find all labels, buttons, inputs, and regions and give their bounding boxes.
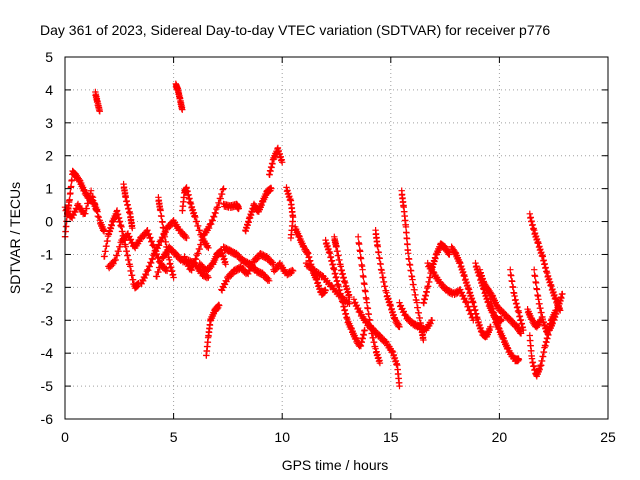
data-point-markers [524,306,544,331]
series-arc-41 [524,306,544,331]
data-marks [61,80,566,390]
data-point-markers [242,184,275,235]
data-point-markers [100,207,142,292]
data-point-markers [331,233,353,301]
series-arc-24 [322,236,368,350]
plot-frame [64,56,609,420]
series-arc-14 [196,246,229,275]
axis-ticks: 0 5 10 15 20 25 -6 -5 -4 -3 -2 -1 0 1 2 3 4 5 [41,49,616,445]
series-arc-15 [218,250,277,294]
data-point-markers [92,88,103,115]
y-tick-label: -6 [41,411,54,427]
series-arc-36 [487,296,523,365]
data-point-markers [424,259,477,324]
data-point-markers [372,227,403,331]
data-point-markers [203,301,223,359]
y-tick-label: -2 [41,279,54,295]
data-point-markers [266,144,286,178]
y-tick-label: -3 [41,312,54,328]
series-arc-4 [100,207,142,292]
series-arc-35 [476,266,525,337]
x-axis-label: GPS time / hours [282,457,389,473]
series-arc-9 [155,194,177,281]
y-axis-label: SDTVAR / TECUs [7,182,23,294]
data-point-markers [283,184,297,242]
series-arc-12 [181,185,227,274]
y-tick-label: 3 [45,115,53,131]
data-point-markers [355,233,384,367]
y-tick-label: 4 [45,82,53,98]
data-point-markers [526,210,564,314]
data-point-markers [476,266,525,337]
data-point-markers [172,80,186,113]
chart-title: Day 361 of 2023, Sidereal Day-to-day VTE… [40,22,550,38]
data-point-markers [270,259,297,279]
series-arc-3 [92,88,103,115]
x-tick-label: 20 [492,429,508,445]
data-point-markers [181,185,227,274]
y-tick-label: 1 [45,181,53,197]
data-point-markers [292,223,329,298]
data-point-markers [322,236,368,350]
series-arc-40 [531,266,560,337]
data-point-markers [526,290,566,380]
data-point-markers [531,266,560,337]
series-arc-37 [507,266,527,334]
data-point-markers [220,243,273,284]
series-arc-25 [331,233,353,301]
series-arc-21 [283,184,297,242]
series-arc-13 [203,301,223,359]
series-arc-31 [420,240,453,307]
series-arc-19 [266,144,286,178]
data-point-markers [120,180,136,232]
y-tick-label: 2 [45,148,53,164]
data-point-markers [155,194,177,281]
data-point-markers [196,246,229,275]
series-arc-11 [179,184,212,252]
series-arc-6 [120,180,136,232]
data-point-markers [420,240,453,307]
data-point-markers [220,200,242,213]
series-arc-18 [242,184,275,235]
series-arc-22 [292,223,329,298]
series-arc-33 [448,243,494,341]
x-tick-label: 10 [274,429,290,445]
x-tick-label: 0 [61,429,69,445]
y-tick-label: -4 [41,345,54,361]
series-arc-27 [355,233,384,367]
data-point-markers [507,266,527,334]
grid-layer [65,57,608,419]
series-arc-30 [396,299,436,334]
series-arc-38 [526,210,564,314]
data-point-markers [396,299,436,334]
x-tick-label: 5 [170,429,178,445]
series-arc-17 [220,200,242,213]
x-tick-label: 15 [383,429,399,445]
data-point-markers [448,243,494,341]
series-arc-39 [526,290,566,380]
series-arc-16 [220,243,273,284]
y-tick-label: 5 [45,49,53,65]
series-arc-28 [372,227,403,331]
series-arc-32 [424,259,477,324]
data-point-markers [218,250,277,294]
y-tick-label: -5 [41,378,54,394]
data-point-markers [179,184,212,252]
series-arc-10 [172,80,186,113]
data-point-markers [487,296,523,365]
series-arc-20 [270,259,297,279]
x-tick-label: 25 [600,429,616,445]
y-tick-label: 0 [45,214,53,230]
y-tick-label: -1 [41,246,54,262]
